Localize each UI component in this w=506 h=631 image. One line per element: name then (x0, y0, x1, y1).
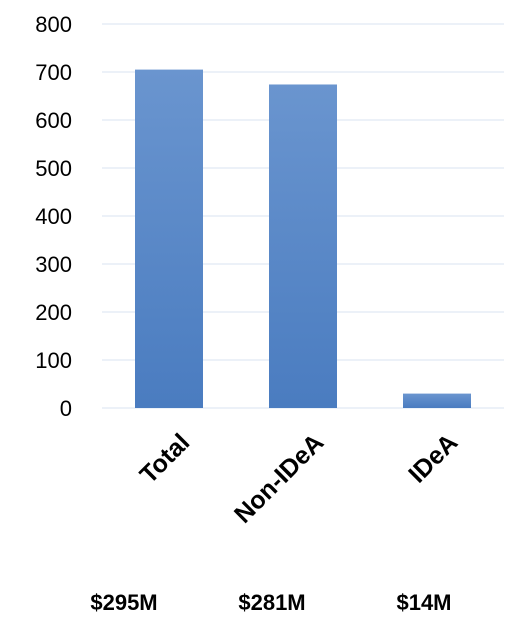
bars-layer (135, 69, 471, 408)
y-tick-label-300: 300 (35, 252, 72, 277)
x-tick-label-non-idea: Non-IDeA (229, 428, 329, 528)
bar-idea (403, 393, 471, 408)
y-tick-label-0: 0 (60, 396, 72, 421)
x-tick-label-idea: IDeA (403, 428, 463, 488)
x-axis-tick-labels: Total Non-IDeA IDeA (135, 428, 464, 528)
y-tick-label-700: 700 (35, 60, 72, 85)
bar-total (135, 69, 203, 408)
y-tick-label-400: 400 (35, 204, 72, 229)
y-tick-label-800: 800 (35, 12, 72, 37)
y-tick-label-200: 200 (35, 300, 72, 325)
y-tick-label-600: 600 (35, 108, 72, 133)
y-tick-label-100: 100 (35, 348, 72, 373)
bar-non-idea (269, 84, 337, 408)
y-tick-label-500: 500 (35, 156, 72, 181)
y-axis-tick-labels: 0 100 200 300 400 500 600 700 800 (35, 12, 72, 421)
x-tick-label-total: Total (135, 428, 196, 489)
